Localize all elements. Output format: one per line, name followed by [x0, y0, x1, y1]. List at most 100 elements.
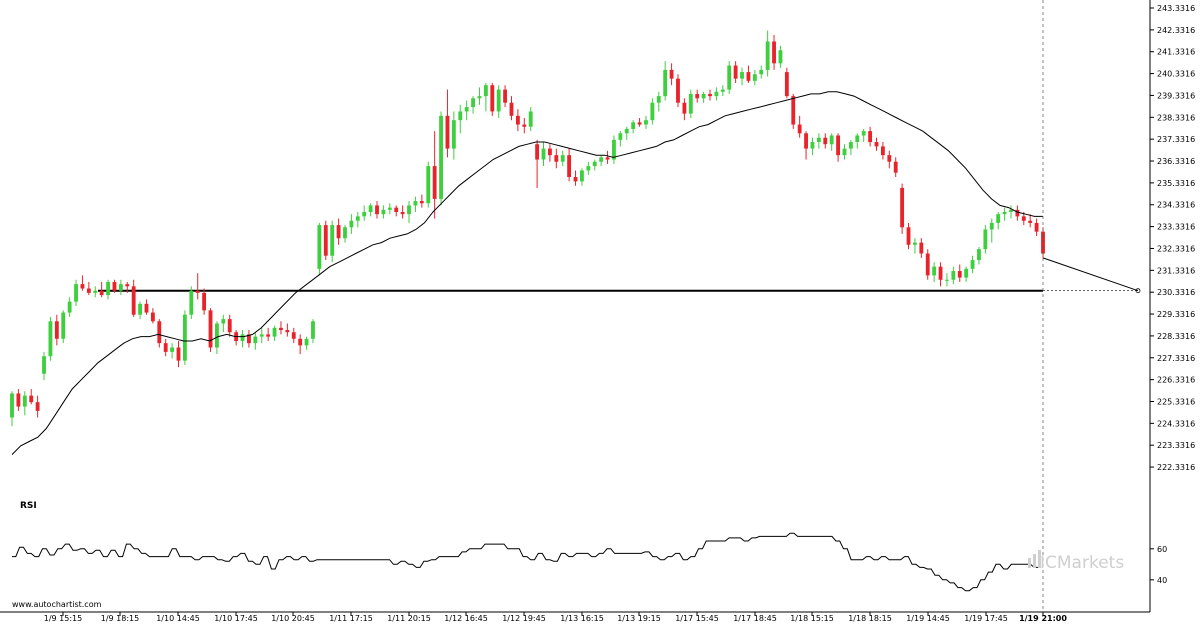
- candle-body: [592, 161, 597, 167]
- candle-body: [304, 338, 309, 346]
- candle-body: [868, 131, 873, 143]
- x-tick-label: 1/18 15:15: [790, 614, 834, 623]
- candle-body: [279, 327, 283, 331]
- logo-bar-icon: [1033, 554, 1036, 568]
- candle-body: [797, 124, 802, 134]
- y-tick-label: 232.3316: [1157, 244, 1195, 253]
- y-tick-label: 225.3316: [1157, 397, 1195, 406]
- watermark-right: ICMarkets: [1040, 553, 1124, 573]
- watermark-left: www.autochartist.com: [12, 600, 102, 609]
- y-tick-label: 223.3316: [1157, 441, 1195, 450]
- x-tick-label: 1/10 17:45: [214, 614, 258, 623]
- candle-body: [586, 166, 591, 171]
- y-tick-label: 238.3316: [1157, 113, 1195, 122]
- y-tick-label: 242.3316: [1157, 26, 1195, 35]
- candle-body: [150, 312, 155, 322]
- candle-body: [195, 290, 200, 293]
- candle-body: [752, 74, 757, 81]
- candle-body: [515, 115, 520, 125]
- candle-body: [778, 50, 783, 64]
- rsi-line: [12, 532, 1038, 592]
- rsi-tick-label: 40: [1157, 576, 1167, 585]
- candle-body: [541, 148, 546, 160]
- candle-body: [355, 216, 360, 221]
- candle-body: [554, 155, 559, 162]
- candle-body: [951, 271, 956, 280]
- candle-body: [106, 281, 110, 296]
- candle-body: [650, 102, 655, 121]
- candle-body: [67, 301, 72, 313]
- candle-body: [259, 334, 264, 337]
- candle-body: [48, 321, 53, 357]
- candle-body: [99, 290, 104, 296]
- x-tick-label: 1/9 18:15: [101, 614, 139, 623]
- candle-body: [682, 102, 687, 114]
- candle-body: [208, 310, 213, 348]
- candle-body: [362, 211, 367, 217]
- candle-body: [727, 65, 732, 90]
- candle-body: [445, 115, 450, 149]
- candle-body: [157, 321, 162, 344]
- candle-body: [343, 227, 347, 239]
- moving-average-line: [11, 91, 1043, 455]
- y-tick-label: 241.3316: [1157, 48, 1195, 57]
- candle-body: [311, 321, 315, 339]
- candle-body: [381, 209, 386, 215]
- y-tick-label: 231.3316: [1157, 266, 1195, 275]
- candle-body: [919, 242, 924, 254]
- candle-body: [170, 347, 175, 352]
- candle-body: [733, 65, 738, 79]
- candle-body: [989, 222, 994, 230]
- candle-body: [1009, 209, 1013, 212]
- candle-body: [240, 334, 245, 341]
- candle-body: [567, 155, 572, 178]
- candle-body: [125, 284, 130, 287]
- x-tick-label: 1/19 14:45: [906, 614, 950, 623]
- x-tick-label: 1/11 20:15: [387, 614, 431, 623]
- candle-body: [528, 111, 533, 127]
- candle-body: [977, 249, 981, 261]
- candle-body: [400, 211, 405, 215]
- candlestick-panel: 243.3316 242.3316 241.3316 240.3316 239.3316…: [10, 0, 1195, 612]
- candle-body: [945, 279, 949, 281]
- y-tick-label: 236.3316: [1157, 157, 1195, 166]
- candle-body: [701, 93, 706, 99]
- candle-body: [131, 286, 136, 315]
- y-tick-label: 226.3316: [1157, 376, 1195, 385]
- candle-body: [54, 321, 59, 339]
- candle-body: [656, 96, 661, 103]
- x-tick-label: 1/13 16:15: [560, 614, 604, 623]
- candle-body: [80, 284, 85, 289]
- candle-body: [496, 89, 501, 112]
- candle-body: [86, 288, 91, 293]
- candle-body: [823, 137, 828, 145]
- candle-body: [477, 96, 482, 99]
- candle-body: [138, 303, 142, 315]
- candle-body: [285, 330, 290, 333]
- candle-body: [1021, 216, 1026, 221]
- candle-body: [182, 314, 187, 361]
- candle-body: [880, 146, 885, 156]
- candle-body: [144, 303, 149, 313]
- logo-bar-icon: [1038, 550, 1041, 568]
- candle-body: [1002, 211, 1007, 215]
- candle-body: [214, 323, 219, 348]
- candle-body: [298, 338, 303, 346]
- forecast-line: [1042, 257, 1139, 292]
- candle-body: [874, 142, 879, 147]
- candle-body: [816, 137, 821, 143]
- x-tick-label: 1/17 15:45: [675, 614, 719, 623]
- candle-body: [810, 142, 815, 149]
- candle-body: [957, 271, 962, 278]
- x-tick-label: 1/18 18:15: [848, 614, 892, 623]
- y-tick-label: 240.3316: [1157, 70, 1195, 79]
- candle-body: [663, 69, 668, 97]
- candle-body: [913, 242, 917, 245]
- candle-body: [93, 290, 98, 293]
- x-tick-label: 1/10 20:45: [271, 614, 315, 623]
- candle-body: [291, 332, 296, 339]
- candle-body: [407, 205, 411, 215]
- logo-bar-icon: [1028, 558, 1031, 568]
- candle-body: [22, 395, 27, 407]
